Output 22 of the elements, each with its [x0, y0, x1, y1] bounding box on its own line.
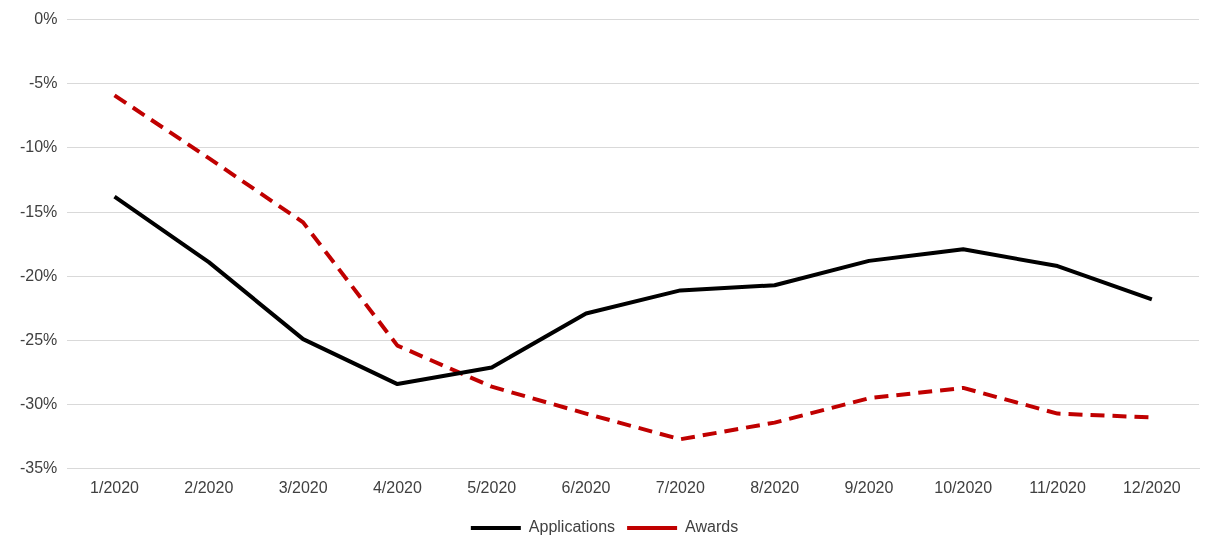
y-tick-label: -20% — [19, 266, 58, 284]
x-tick-label: 11/2020 — [1029, 478, 1086, 496]
y-tick-label: -25% — [19, 330, 58, 348]
x-tick-label: 10/2020 — [934, 478, 993, 496]
y-tick-label: -35% — [19, 459, 58, 477]
x-tick-label: 7/2020 — [655, 478, 705, 496]
legend-label: Awards — [685, 518, 739, 536]
y-tick-label: -30% — [19, 395, 58, 413]
y-tick-label: -10% — [19, 138, 58, 156]
x-tick-label: 8/2020 — [750, 478, 800, 496]
x-tick-label: 2/2020 — [184, 478, 234, 496]
y-tick-label: 0% — [34, 10, 58, 28]
y-tick-label: -5% — [28, 74, 58, 92]
x-tick-label: 5/2020 — [467, 478, 517, 496]
x-tick-label: 4/2020 — [372, 478, 422, 496]
legend-label: Applications — [528, 518, 616, 536]
x-tick-label: 1/2020 — [90, 478, 140, 496]
x-tick-label: 6/2020 — [561, 478, 611, 496]
x-tick-label: 12/2020 — [1122, 478, 1181, 496]
x-tick-label: 9/2020 — [844, 478, 894, 496]
x-tick-label: 3/2020 — [278, 478, 328, 496]
y-tick-label: -15% — [19, 202, 58, 220]
